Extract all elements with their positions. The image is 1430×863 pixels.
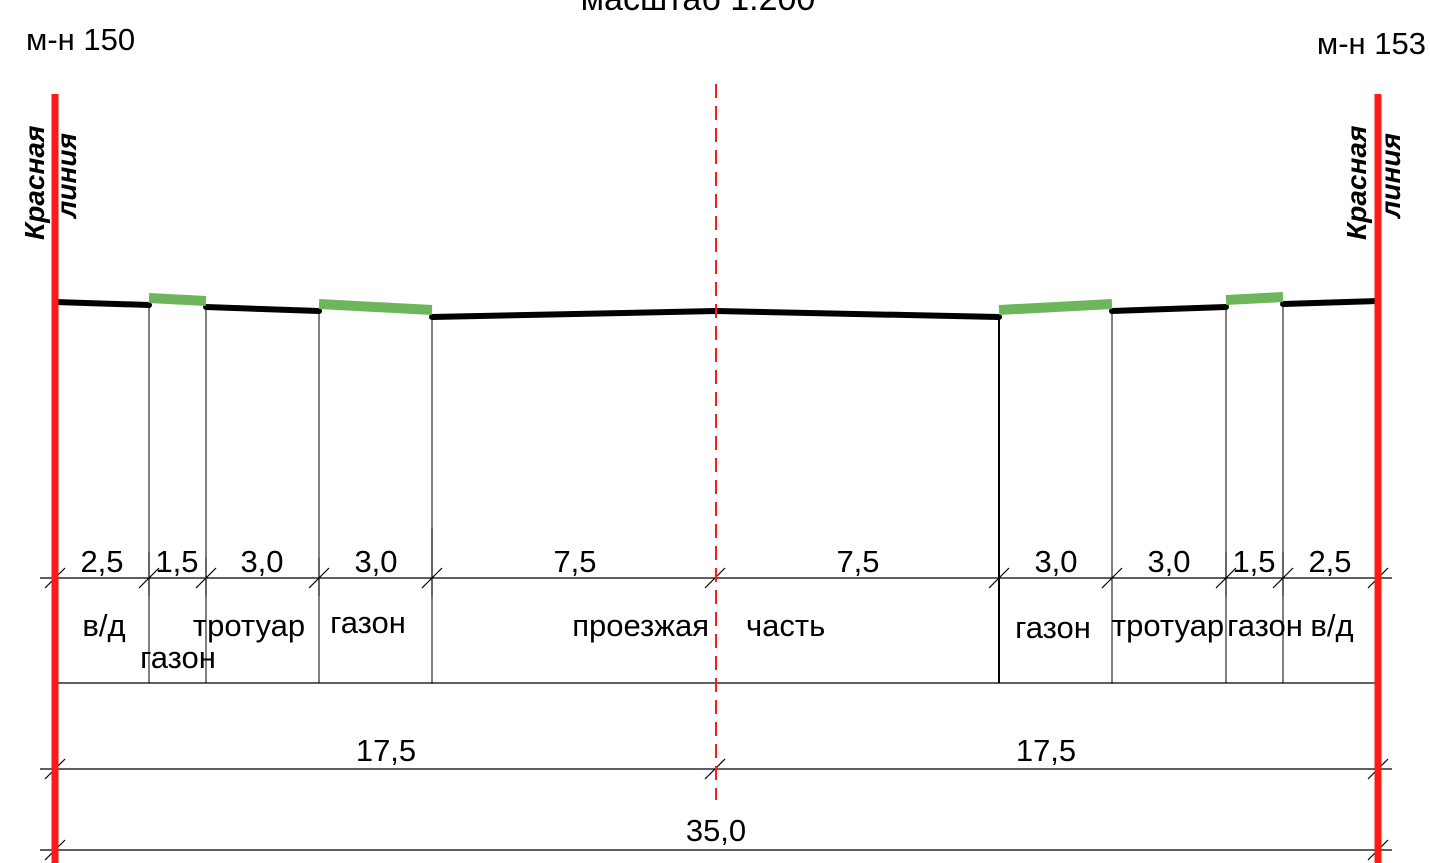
segment-label: часть [746, 608, 825, 643]
lawn-strip [1225, 292, 1284, 305]
district-right-label: м-н 153 [1317, 26, 1426, 61]
district-left-label: м-н 150 [26, 22, 135, 57]
total-width: 35,0 [686, 813, 746, 848]
width-label: 3,0 [1034, 544, 1077, 579]
scale-title: масштаб 1:200 [581, 0, 816, 18]
surface-segment [203, 304, 322, 314]
tick [988, 567, 1010, 589]
lawn-strips [148, 292, 1284, 315]
segment-label: тротуар [1112, 608, 1224, 643]
red-line-left-caption: Красная линия [19, 126, 82, 240]
segment-label: газон [1015, 610, 1091, 645]
segment-widths: 2,5 1,5 3,0 3,0 7,5 7,5 3,0 3,0 1,5 2,5 [80, 544, 1351, 579]
width-label: 7,5 [836, 544, 879, 579]
lawn-strip [998, 299, 1113, 315]
width-label: 2,5 [80, 544, 123, 579]
lawn-strip [148, 293, 207, 306]
surface-profile [52, 298, 1381, 320]
red-line-right-word1: Красная [1341, 126, 1372, 240]
segment-label: тротуар [193, 608, 305, 643]
tick [1101, 567, 1123, 589]
segment-label: в/д [1310, 608, 1353, 643]
width-label: 2,5 [1308, 544, 1351, 579]
segment-label: газон [330, 605, 406, 640]
surface-segment [1280, 298, 1381, 307]
width-label: 3,0 [354, 544, 397, 579]
segment-label: в/д [82, 608, 125, 643]
red-line-left-word1: Красная [19, 126, 50, 240]
width-label: 7,5 [553, 544, 596, 579]
segment-names: в/д газон тротуар газон проезжая часть г… [82, 605, 1353, 675]
width-label: 3,0 [240, 544, 283, 579]
lawn-strip [318, 299, 433, 315]
boundary-lines [148, 303, 1284, 683]
red-line-right-caption: Красная линия [1341, 126, 1406, 240]
width-label: 3,0 [1147, 544, 1190, 579]
segment-label: газон [1227, 608, 1303, 643]
width-label: 1,5 [155, 544, 198, 579]
half-width-left: 17,5 [356, 733, 416, 768]
overall-dimensions: 17,5 17,5 35,0 [356, 733, 1076, 848]
half-width-right: 17,5 [1016, 733, 1076, 768]
segment-label: газон [140, 640, 216, 675]
surface-segment [52, 299, 152, 308]
surface-segment [1109, 304, 1229, 314]
width-label: 1,5 [1232, 544, 1275, 579]
segment-label: проезжая [572, 608, 709, 643]
